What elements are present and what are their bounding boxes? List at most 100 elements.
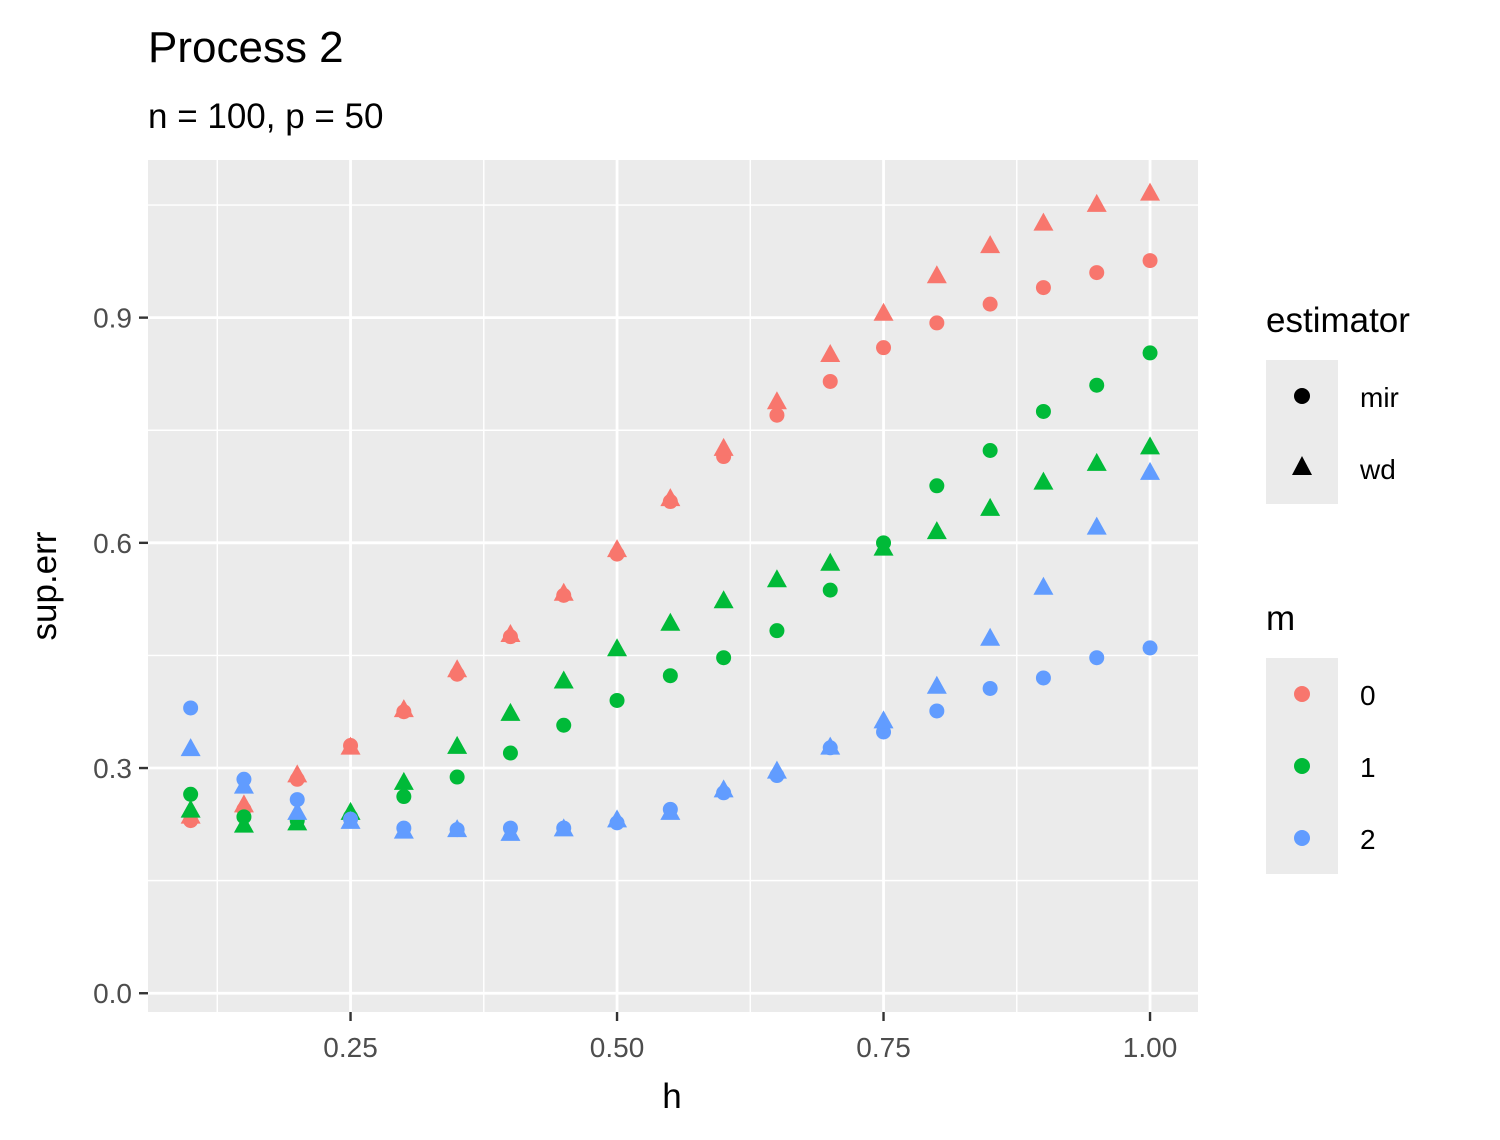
point-mir-m1 bbox=[502, 745, 518, 761]
major-grid bbox=[148, 160, 1198, 1012]
point-wd-m2 bbox=[180, 738, 201, 757]
point-wd-m0 bbox=[553, 582, 574, 601]
legend-key-m1-circle bbox=[1294, 758, 1310, 774]
y-tick-label: 0.6 bbox=[93, 528, 132, 559]
point-mir-m1 bbox=[609, 692, 625, 708]
point-wd-m1 bbox=[233, 814, 254, 833]
legend-label-m1: 1 bbox=[1360, 752, 1376, 783]
point-mir-m1 bbox=[183, 786, 199, 802]
point-wd-m2 bbox=[233, 775, 254, 794]
chart-subtitle: n = 100, p = 50 bbox=[148, 97, 383, 136]
point-wd-m1 bbox=[1033, 471, 1054, 490]
point-mir-m0 bbox=[769, 407, 785, 423]
point-mir-m2 bbox=[1142, 640, 1158, 656]
point-wd-m1 bbox=[287, 812, 308, 831]
point-mir-m2 bbox=[929, 703, 945, 719]
plot-panel bbox=[148, 160, 1198, 1012]
point-wd-m0 bbox=[713, 437, 734, 456]
legend-key-m0-circle bbox=[1294, 686, 1310, 702]
chart-title: Process 2 bbox=[148, 23, 344, 72]
x-tick-label: 0.75 bbox=[856, 1032, 911, 1063]
point-wd-m1 bbox=[393, 771, 414, 790]
point-mir-m0 bbox=[929, 315, 945, 331]
minor-grid bbox=[148, 160, 1198, 1012]
x-axis-title: h bbox=[662, 1077, 681, 1116]
legend-label-mir: mir bbox=[1360, 382, 1399, 413]
point-wd-m2 bbox=[500, 822, 521, 841]
point-wd-m2 bbox=[1086, 516, 1107, 535]
point-wd-m2 bbox=[926, 675, 947, 694]
point-wd-m1 bbox=[1140, 436, 1161, 455]
point-wd-m1 bbox=[713, 590, 734, 609]
point-wd-m0 bbox=[233, 794, 254, 813]
point-mir-m0 bbox=[982, 296, 998, 312]
point-mir-m1 bbox=[769, 623, 785, 639]
point-wd-m0 bbox=[820, 344, 841, 363]
point-mir-m1 bbox=[1089, 377, 1105, 393]
point-mir-m1 bbox=[662, 668, 678, 684]
point-wd-m1 bbox=[766, 569, 787, 588]
point-wd-m0 bbox=[607, 539, 628, 558]
point-mir-m2 bbox=[1035, 670, 1051, 686]
point-mir-m1 bbox=[929, 478, 945, 494]
point-wd-m1 bbox=[660, 612, 681, 631]
point-wd-m1 bbox=[553, 670, 574, 689]
point-wd-m1 bbox=[873, 537, 894, 556]
point-wd-m0 bbox=[1086, 193, 1107, 212]
point-wd-m1 bbox=[500, 702, 521, 721]
point-wd-m2 bbox=[607, 809, 628, 828]
point-wd-m0 bbox=[926, 265, 947, 284]
point-wd-m0 bbox=[1033, 212, 1054, 231]
point-wd-m0 bbox=[340, 736, 361, 755]
point-wd-m0 bbox=[660, 488, 681, 507]
point-wd-m0 bbox=[980, 235, 1001, 254]
legend-m-title: m bbox=[1266, 599, 1295, 638]
legend-estimator-title: estimator bbox=[1266, 301, 1410, 340]
x-tick-label: 0.25 bbox=[323, 1032, 378, 1063]
data-points bbox=[180, 182, 1161, 841]
point-wd-m1 bbox=[447, 735, 468, 754]
point-mir-m1 bbox=[822, 582, 838, 598]
point-wd-m0 bbox=[873, 302, 894, 321]
legend-key-m2-circle bbox=[1294, 830, 1310, 846]
point-mir-m1 bbox=[396, 789, 412, 805]
point-mir-m1 bbox=[1142, 345, 1158, 361]
point-wd-m2 bbox=[340, 810, 361, 829]
point-wd-m1 bbox=[926, 521, 947, 540]
legend-label-m0: 0 bbox=[1360, 680, 1376, 711]
point-mir-m0 bbox=[1089, 265, 1105, 281]
point-mir-m1 bbox=[556, 717, 572, 733]
point-wd-m2 bbox=[447, 819, 468, 838]
point-wd-m1 bbox=[1086, 452, 1107, 471]
point-wd-m1 bbox=[607, 638, 628, 657]
point-wd-m1 bbox=[180, 799, 201, 818]
point-wd-m0 bbox=[447, 659, 468, 678]
legend-label-m2: 2 bbox=[1360, 824, 1376, 855]
point-mir-m1 bbox=[1035, 403, 1051, 419]
point-wd-m2 bbox=[873, 710, 894, 729]
point-wd-m2 bbox=[393, 820, 414, 839]
y-tick-label: 0.0 bbox=[93, 978, 132, 1009]
x-tick-label: 0.50 bbox=[590, 1032, 645, 1063]
point-mir-m0 bbox=[822, 373, 838, 389]
point-wd-m2 bbox=[1033, 576, 1054, 595]
y-tick-label: 0.9 bbox=[93, 303, 132, 334]
legend-estimator-key-bg bbox=[1266, 360, 1338, 504]
point-mir-m1 bbox=[716, 650, 732, 666]
point-mir-m0 bbox=[1035, 280, 1051, 296]
point-wd-m2 bbox=[713, 779, 734, 798]
point-wd-m1 bbox=[980, 497, 1001, 516]
point-mir-m0 bbox=[1142, 253, 1158, 269]
legend-key-mir-circle bbox=[1294, 388, 1310, 404]
point-mir-m0 bbox=[876, 340, 892, 356]
point-wd-m0 bbox=[393, 699, 414, 718]
legend-m: m 0 1 2 bbox=[1266, 599, 1376, 874]
point-wd-m0 bbox=[766, 391, 787, 410]
point-mir-m1 bbox=[982, 443, 998, 459]
point-wd-m2 bbox=[660, 801, 681, 820]
x-axis: 0.25 0.50 0.75 1.00 bbox=[323, 1012, 1177, 1063]
point-wd-m2 bbox=[820, 736, 841, 755]
point-wd-m0 bbox=[500, 624, 521, 643]
x-tick-label: 1.00 bbox=[1123, 1032, 1178, 1063]
